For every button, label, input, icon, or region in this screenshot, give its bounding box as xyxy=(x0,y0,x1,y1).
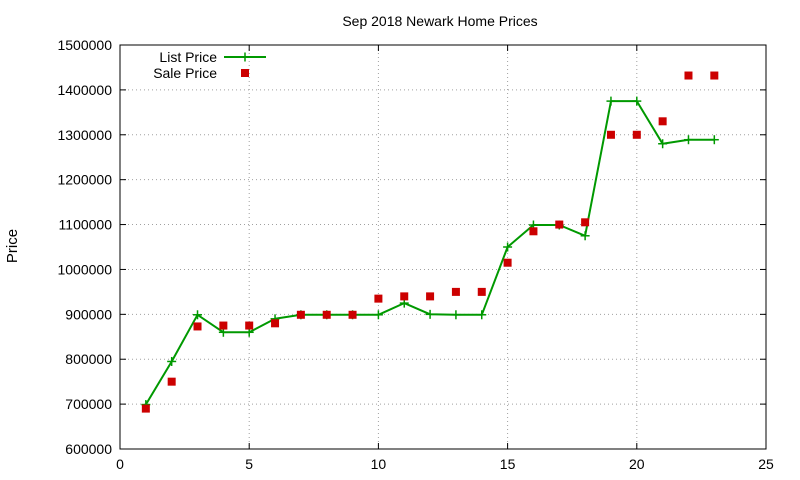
series-list-price xyxy=(141,96,719,410)
x-tick-label: 0 xyxy=(116,456,124,472)
sale-price-point xyxy=(581,218,590,227)
y-tick-label: 800000 xyxy=(65,351,112,367)
sale-price-point xyxy=(710,71,719,80)
list-price-point xyxy=(477,310,487,320)
sale-price-point xyxy=(529,227,538,236)
sale-price-point xyxy=(503,258,512,267)
sale-price-point xyxy=(658,117,667,126)
sale-price-point xyxy=(400,292,409,301)
sale-price-point xyxy=(477,287,486,296)
list-price-point xyxy=(709,135,719,145)
y-tick-label: 700000 xyxy=(65,396,112,412)
sale-price-point xyxy=(606,130,615,139)
list-price-point xyxy=(451,310,461,320)
sale-price-point xyxy=(193,322,202,331)
grid-lines xyxy=(120,45,766,449)
y-tick-label: 1400000 xyxy=(57,82,112,98)
y-tick-label: 1500000 xyxy=(57,37,112,53)
y-tick-label: 1100000 xyxy=(59,217,113,233)
x-tick-label: 5 xyxy=(245,456,253,472)
sale-price-point xyxy=(167,377,176,386)
list-price-point xyxy=(167,356,177,366)
legend-plus-swatch xyxy=(240,52,250,62)
sale-price-point xyxy=(555,220,564,229)
sale-price-point xyxy=(322,310,331,319)
x-tick-label: 10 xyxy=(371,456,387,472)
list-price-point xyxy=(425,309,435,319)
sale-price-point xyxy=(684,71,693,80)
sale-price-point xyxy=(426,292,435,301)
y-tick-label: 1000000 xyxy=(57,261,112,277)
sale-price-point xyxy=(451,287,460,296)
sale-price-point xyxy=(271,319,280,328)
list-price-point xyxy=(606,96,616,106)
series-sale-price xyxy=(141,71,719,413)
list-price-point xyxy=(373,310,383,320)
sale-price-point xyxy=(374,294,383,303)
chart-title: Sep 2018 Newark Home Prices xyxy=(342,13,537,29)
series-layer xyxy=(141,71,719,413)
y-tick-label: 600000 xyxy=(65,441,112,457)
sale-price-point xyxy=(141,404,150,413)
legend-label: List Price xyxy=(159,49,217,65)
sale-price-point xyxy=(348,310,357,319)
sale-price-point xyxy=(219,321,228,330)
sale-price-point xyxy=(632,130,641,139)
list-price-point xyxy=(580,231,590,241)
x-tick-label: 25 xyxy=(758,456,774,472)
list-price-point xyxy=(632,96,642,106)
list-price-point xyxy=(683,135,693,145)
axis-ticks: 0 5 10 15 20 25 600000 700000 800000 900000 100000… xyxy=(57,37,774,472)
legend-label: Sale Price xyxy=(153,65,217,81)
y-tick-label: 1300000 xyxy=(57,127,112,143)
y-axis-label: Price xyxy=(4,229,21,263)
sale-price-point xyxy=(245,321,254,330)
y-tick-label: 900000 xyxy=(65,306,112,322)
x-tick-label: 20 xyxy=(629,456,645,472)
x-tick-label: 15 xyxy=(500,456,516,472)
list-price-point xyxy=(503,242,513,252)
list-price-point xyxy=(193,310,203,320)
list-price-point xyxy=(658,139,668,149)
plot-frame xyxy=(119,44,767,450)
sale-price-point xyxy=(296,310,305,319)
legend-square-swatch xyxy=(241,69,249,77)
y-tick-label: 1200000 xyxy=(57,172,112,188)
list-price-line xyxy=(144,100,715,406)
